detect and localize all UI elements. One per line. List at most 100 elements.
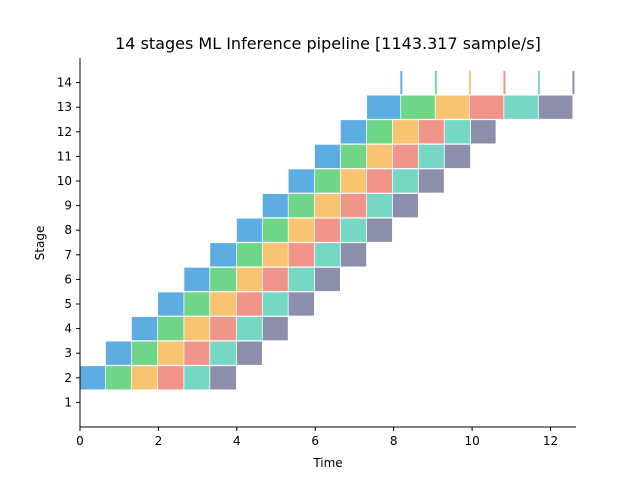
bar-segment xyxy=(444,120,471,144)
x-tick-label: 4 xyxy=(233,434,241,448)
bar-segment xyxy=(288,243,315,267)
bar-segment xyxy=(392,120,418,144)
bar-segment xyxy=(210,366,237,390)
x-axis-ticks: 0 2 4 6 8 10 12 xyxy=(76,427,558,448)
bar-segment xyxy=(314,144,340,169)
bar-segment xyxy=(401,95,435,119)
bar-segment xyxy=(184,341,210,365)
bar-segment xyxy=(538,95,573,119)
x-tick-label: 6 xyxy=(311,434,319,448)
bar-segment xyxy=(262,292,288,316)
bar-segment xyxy=(131,316,158,341)
y-tick-label: 9 xyxy=(64,199,72,213)
bar-segment xyxy=(131,341,158,365)
bar-segment xyxy=(367,95,401,119)
bar-segment xyxy=(340,243,367,267)
x-tick-label: 12 xyxy=(543,434,558,448)
bar-segment xyxy=(314,169,340,193)
bar-segment xyxy=(392,169,418,193)
bar-segment xyxy=(105,366,131,390)
bar-segment xyxy=(340,218,367,242)
chart-title: 14 stages ML Inference pipeline [1143.31… xyxy=(115,34,541,53)
bar-segment xyxy=(131,366,158,390)
bar-segment xyxy=(184,316,210,341)
bar-segment xyxy=(288,193,315,218)
bar-segment xyxy=(468,70,471,95)
bar-segment xyxy=(262,243,288,267)
bar-segment xyxy=(184,292,210,316)
bar-segment xyxy=(262,267,288,292)
bar-segment xyxy=(262,218,288,242)
bar-segment xyxy=(367,193,393,218)
bar-segment xyxy=(340,169,367,193)
x-tick-label: 10 xyxy=(464,434,479,448)
bar-segment xyxy=(210,316,237,341)
bar-segment xyxy=(236,267,262,292)
bar-segment xyxy=(236,292,262,316)
bar-segment xyxy=(367,144,393,169)
bar-segment xyxy=(435,95,469,119)
bar-segment xyxy=(572,70,575,95)
y-tick-label: 3 xyxy=(64,346,72,360)
bar-segment xyxy=(210,243,237,267)
y-tick-label: 13 xyxy=(57,100,72,114)
y-tick-label: 12 xyxy=(57,125,72,139)
x-tick-label: 8 xyxy=(390,434,398,448)
bar-segment xyxy=(105,341,131,365)
bar-segment xyxy=(503,70,506,95)
bar-segment xyxy=(340,120,367,144)
y-tick-label: 7 xyxy=(64,248,72,262)
bar-segment xyxy=(158,316,184,341)
bar-segment xyxy=(434,70,437,95)
bar-segment xyxy=(314,243,340,267)
bar-segment xyxy=(470,120,496,144)
bar-segment xyxy=(340,144,367,169)
bar-segment xyxy=(314,267,340,292)
bar-segment xyxy=(210,341,237,365)
bar-segment xyxy=(400,70,403,95)
bar-segment xyxy=(236,218,262,242)
bar-segment xyxy=(340,193,367,218)
bar-segment xyxy=(367,120,393,144)
y-tick-label: 5 xyxy=(64,297,72,311)
y-tick-label: 1 xyxy=(64,395,72,409)
y-tick-label: 10 xyxy=(57,174,72,188)
bar-segment xyxy=(236,243,262,267)
bar-segment xyxy=(392,144,418,169)
bar-segment xyxy=(504,95,538,119)
bar-segment xyxy=(367,218,393,242)
bar-segment xyxy=(236,341,262,365)
bar-segment xyxy=(314,218,340,242)
bar-segment xyxy=(80,366,106,390)
bar-segment xyxy=(158,341,184,365)
bar-segment xyxy=(210,267,237,292)
bar-segment xyxy=(444,144,471,169)
bar-segment xyxy=(158,366,184,390)
y-tick-label: 4 xyxy=(64,322,72,336)
bar-segment xyxy=(184,267,210,292)
y-tick-label: 11 xyxy=(57,149,72,163)
x-tick-label: 2 xyxy=(155,434,163,448)
y-tick-label: 6 xyxy=(64,272,72,286)
bar-segment xyxy=(537,70,540,95)
bar-segment xyxy=(314,193,340,218)
y-axis-label: Stage xyxy=(33,226,47,261)
bar-segment xyxy=(236,316,262,341)
bar-segment xyxy=(158,292,184,316)
bar-segment xyxy=(262,316,288,341)
bar-segments xyxy=(80,70,575,390)
bar-segment xyxy=(367,169,393,193)
y-tick-label: 14 xyxy=(57,76,72,90)
y-tick-label: 2 xyxy=(64,371,72,385)
bar-segment xyxy=(288,169,315,193)
bar-segment xyxy=(288,267,315,292)
bar-segment xyxy=(418,169,444,193)
bar-segment xyxy=(469,95,504,119)
bar-segment xyxy=(262,193,288,218)
bar-segment xyxy=(184,366,210,390)
bar-segment xyxy=(418,120,444,144)
x-axis-label: Time xyxy=(312,456,342,470)
bar-segment xyxy=(288,292,315,316)
